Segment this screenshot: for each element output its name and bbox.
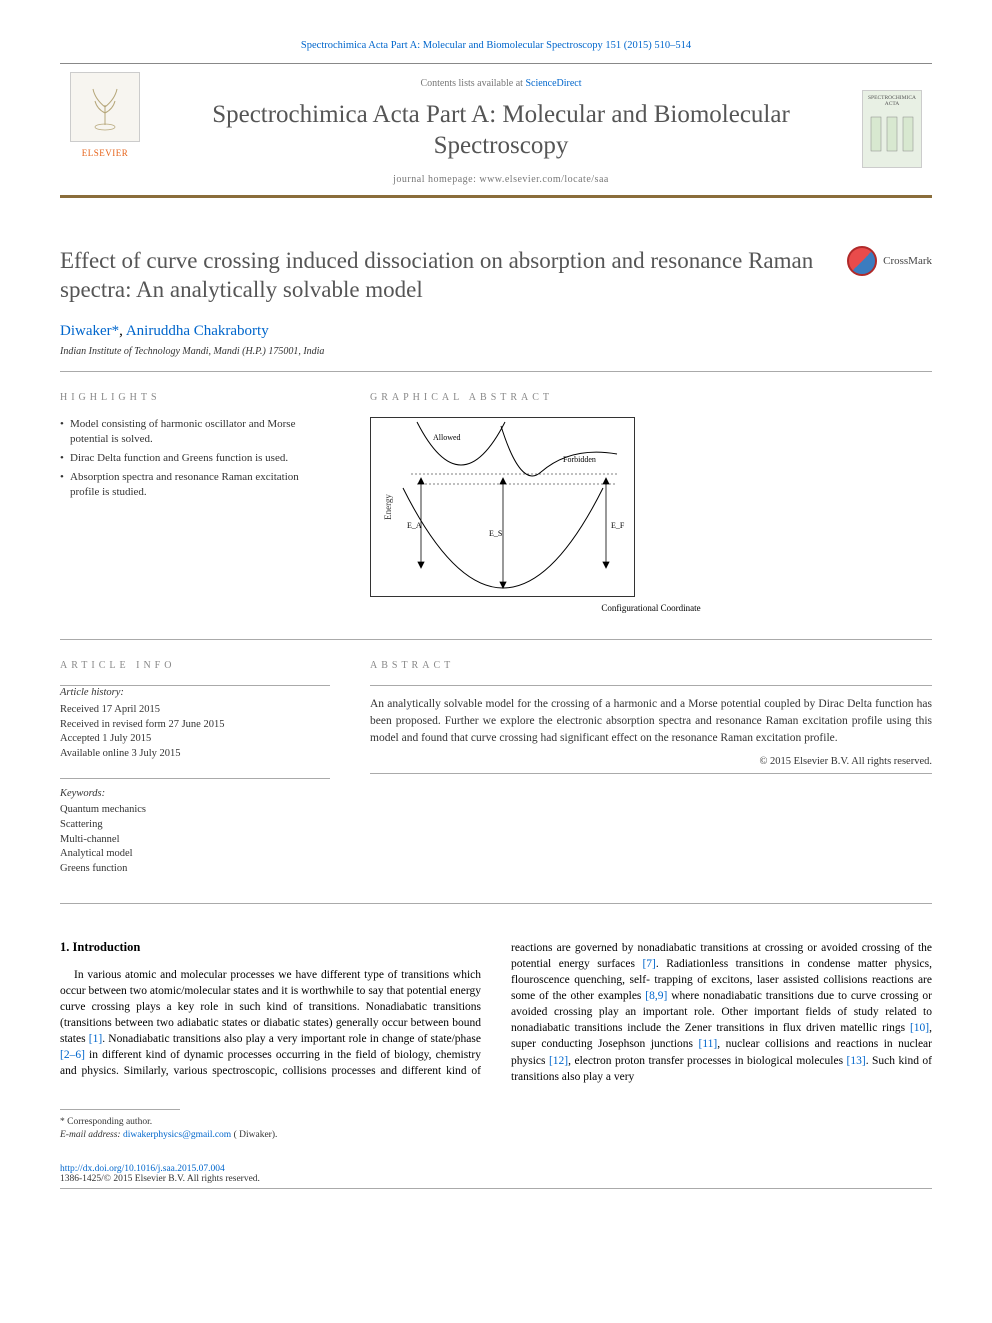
crossmark-label: CrossMark — [883, 255, 932, 267]
author-email-link[interactable]: diwakerphysics@gmail.com — [123, 1130, 231, 1140]
elsevier-tree-icon — [70, 72, 140, 142]
author-1[interactable]: Diwaker — [60, 323, 112, 339]
keyword: Scattering — [60, 818, 330, 833]
corresponding-author-note: * Corresponding author. — [60, 1116, 932, 1129]
divider — [60, 778, 330, 779]
ga-ann-allowed: Allowed — [433, 433, 461, 442]
keywords-block: Keywords: Quantum mechanics Scattering M… — [60, 787, 330, 877]
ga-svg: Allowed Forbidden E_A E_S E_F — [371, 418, 636, 598]
citation-header[interactable]: Spectrochimica Acta Part A: Molecular an… — [60, 40, 932, 51]
citation-link[interactable]: [7] — [642, 958, 655, 970]
body-text: . Nonadiabatic transitions also play a v… — [102, 1033, 481, 1045]
intro-section: 1. Introduction In various atomic and mo… — [60, 940, 932, 1085]
doi-link[interactable]: http://dx.doi.org/10.1016/j.saa.2015.07.… — [60, 1164, 225, 1174]
history-revised: Received in revised form 27 June 2015 — [60, 718, 330, 733]
masthead-center: Contents lists available at ScienceDirec… — [150, 64, 852, 195]
email-line: E-mail address: diwakerphysics@gmail.com… — [60, 1129, 932, 1142]
highlights-list: Model consisting of harmonic oscillator … — [60, 417, 330, 499]
affiliation: Indian Institute of Technology Mandi, Ma… — [60, 346, 932, 357]
bottom-block: http://dx.doi.org/10.1016/j.saa.2015.07.… — [60, 1164, 932, 1184]
ga-ea: E_A — [407, 521, 422, 530]
citation-link[interactable]: [1] — [89, 1033, 102, 1045]
journal-name: Spectrochimica Acta Part A: Molecular an… — [160, 99, 842, 162]
citation-link[interactable]: [10] — [910, 1022, 929, 1034]
author-separator: , — [119, 323, 126, 339]
intro-heading: 1. Introduction — [60, 940, 481, 955]
keyword: Multi-channel — [60, 833, 330, 848]
end-divider — [60, 1188, 932, 1189]
article-title: Effect of curve crossing induced dissoci… — [60, 246, 827, 306]
divider — [60, 639, 932, 640]
history-subhead: Article history: — [60, 686, 330, 701]
history-received: Received 17 April 2015 — [60, 703, 330, 718]
email-who: ( Diwaker). — [231, 1130, 277, 1140]
publisher-name: ELSEVIER — [82, 148, 129, 158]
cover-thumb-block: SPECTROCHIMICA ACTA — [852, 64, 932, 195]
ga-ef: E_F — [611, 521, 625, 530]
abstract-heading: ABSTRACT — [370, 660, 932, 671]
crossmark-icon — [847, 246, 877, 276]
divider — [60, 371, 932, 372]
contents-prefix: Contents lists available at — [420, 78, 525, 89]
highlights-heading: HIGHLIGHTS — [60, 392, 330, 403]
body-columns: 1. Introduction In various atomic and mo… — [60, 940, 932, 1085]
ga-ann-forbidden: Forbidden — [563, 455, 596, 464]
author-2[interactable]: Aniruddha Chakraborty — [126, 323, 269, 339]
author-line: Diwaker*, Aniruddha Chakraborty — [60, 323, 932, 340]
history-accepted: Accepted 1 July 2015 — [60, 732, 330, 747]
ga-xlabel: Configurational Coordinate — [370, 603, 932, 613]
ga-ylabel: Energy — [383, 494, 393, 520]
page: Spectrochimica Acta Part A: Molecular an… — [0, 0, 992, 1229]
divider — [370, 773, 932, 774]
highlight-item: Absorption spectra and resonance Raman e… — [60, 470, 330, 500]
citation-link[interactable]: [12] — [549, 1055, 568, 1067]
sciencedirect-link[interactable]: ScienceDirect — [525, 78, 581, 89]
article-history: Article history: Received 17 April 2015 … — [60, 686, 330, 761]
article-info: Article history: Received 17 April 2015 … — [60, 686, 330, 877]
title-row: Effect of curve crossing induced dissoci… — [60, 246, 932, 306]
info-and-abstract-row: ARTICLE INFO Article history: Received 1… — [60, 660, 932, 893]
abstract-col: ABSTRACT An analytically solvable model … — [370, 660, 932, 893]
ga-plot-box: Energy Allowed Forbidden — [370, 417, 635, 597]
email-label: E-mail address: — [60, 1130, 123, 1140]
graphical-abstract-heading: GRAPHICAL ABSTRACT — [370, 392, 932, 403]
highlight-item: Model consisting of harmonic oscillator … — [60, 417, 330, 447]
footnotes: * Corresponding author. E-mail address: … — [60, 1116, 932, 1143]
ga-es: E_S — [489, 529, 502, 538]
article-info-col: ARTICLE INFO Article history: Received 1… — [60, 660, 330, 893]
cover-caption: SPECTROCHIMICA ACTA — [863, 95, 921, 107]
citation-link[interactable]: [11] — [699, 1038, 718, 1050]
divider — [60, 903, 932, 904]
keyword: Analytical model — [60, 847, 330, 862]
citation-link[interactable]: [13] — [847, 1055, 866, 1067]
abstract-text: An analytically solvable model for the c… — [370, 696, 932, 746]
footnote-divider — [60, 1109, 180, 1110]
contents-available-line: Contents lists available at ScienceDirec… — [160, 78, 842, 89]
citation-link[interactable]: [2–6] — [60, 1049, 85, 1061]
crossmark-badge[interactable]: CrossMark — [847, 246, 932, 276]
citation-link[interactable]: [8,9] — [645, 990, 667, 1002]
graphical-abstract-figure: Energy Allowed Forbidden — [370, 417, 932, 613]
body-text: , electron proton transfer processes in … — [568, 1055, 846, 1067]
highlights-col: HIGHLIGHTS Model consisting of harmonic … — [60, 392, 330, 613]
divider — [370, 685, 932, 686]
highlights-and-ga-row: HIGHLIGHTS Model consisting of harmonic … — [60, 392, 932, 613]
publisher-block: ELSEVIER — [60, 64, 150, 195]
body-paragraph: In various atomic and molecular processe… — [60, 940, 932, 1085]
abstract-copyright: © 2015 Elsevier B.V. All rights reserved… — [370, 756, 932, 767]
keyword: Greens function — [60, 862, 330, 877]
graphical-abstract-col: GRAPHICAL ABSTRACT Energy — [370, 392, 932, 613]
article-info-heading: ARTICLE INFO — [60, 660, 330, 671]
journal-homepage: journal homepage: www.elsevier.com/locat… — [160, 174, 842, 185]
issn-copyright: 1386-1425/© 2015 Elsevier B.V. All right… — [60, 1174, 932, 1184]
highlight-item: Dirac Delta function and Greens function… — [60, 451, 330, 466]
masthead: ELSEVIER Contents lists available at Sci… — [60, 63, 932, 198]
keyword: Quantum mechanics — [60, 803, 330, 818]
history-online: Available online 3 July 2015 — [60, 747, 330, 762]
keywords-subhead: Keywords: — [60, 787, 330, 802]
journal-cover-icon: SPECTROCHIMICA ACTA — [862, 90, 922, 168]
